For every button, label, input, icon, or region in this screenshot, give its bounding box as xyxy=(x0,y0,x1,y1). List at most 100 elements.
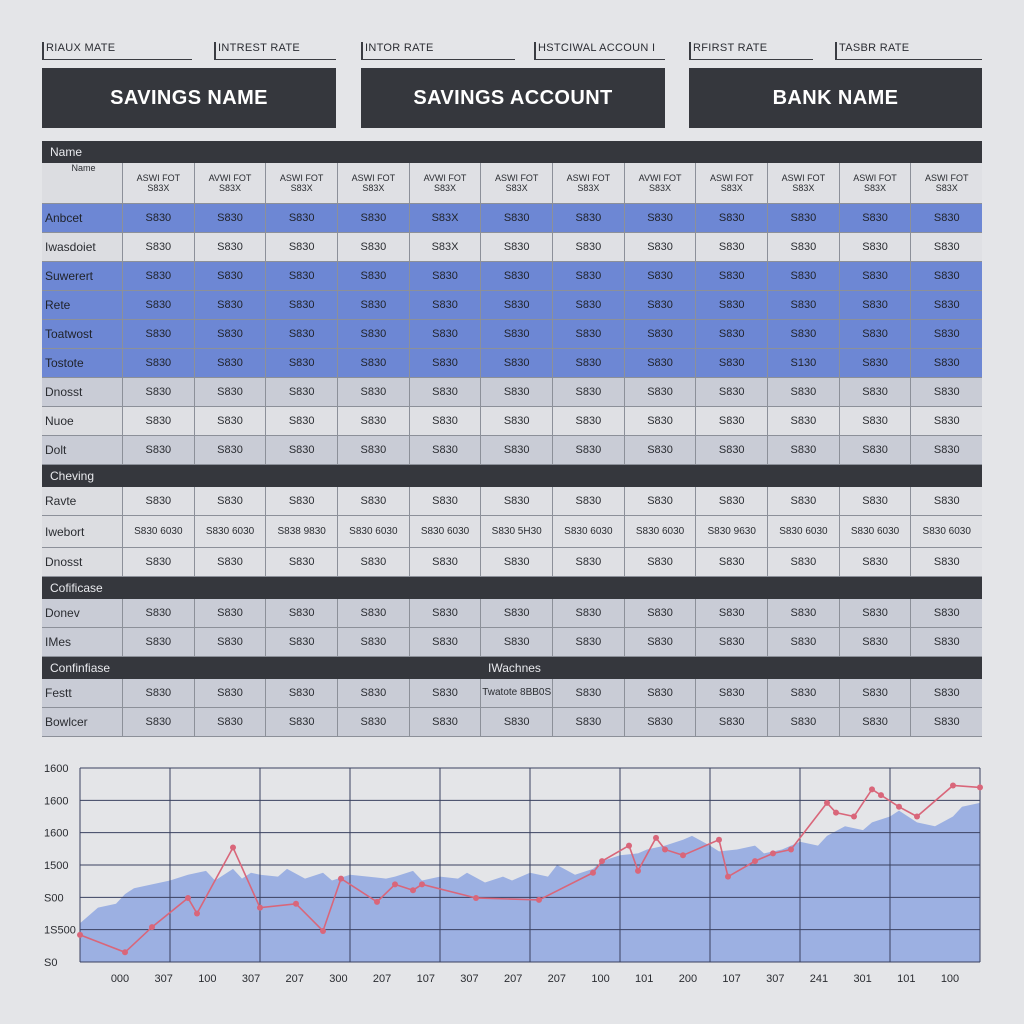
table-cell[interactable]: S830 xyxy=(265,349,338,377)
table-cell[interactable]: S830 xyxy=(122,487,194,515)
table-cell[interactable]: S830 xyxy=(480,708,553,736)
column-header[interactable]: ASWI FOT S83X xyxy=(695,163,768,203)
table-cell[interactable]: S830 xyxy=(552,628,624,656)
table-cell[interactable]: S830 xyxy=(122,628,194,656)
table-cell[interactable]: S830 xyxy=(838,262,911,290)
table-cell[interactable]: S830 5H30 xyxy=(480,516,553,547)
table-cell[interactable]: S830 xyxy=(767,679,839,707)
table-cell[interactable]: S830 xyxy=(552,548,624,576)
table-cell[interactable]: S830 xyxy=(552,349,624,377)
table-cell[interactable]: S830 xyxy=(480,436,553,464)
table-cell[interactable]: S830 xyxy=(767,548,839,576)
column-header[interactable]: ASWI FOT S83X xyxy=(910,163,983,203)
table-cell[interactable]: S830 xyxy=(122,708,194,736)
table-cell[interactable]: S830 xyxy=(408,708,481,736)
table-cell[interactable]: S130 xyxy=(767,349,839,377)
table-cell[interactable]: S830 xyxy=(623,679,696,707)
table-cell[interactable]: S830 xyxy=(193,487,266,515)
table-cell[interactable]: S830 xyxy=(337,436,409,464)
table-cell[interactable]: S830 xyxy=(122,378,194,406)
table-cell[interactable]: S830 xyxy=(408,487,481,515)
table-cell[interactable]: S830 xyxy=(838,679,911,707)
table-cell[interactable]: S830 xyxy=(265,204,338,232)
table-cell[interactable]: S830 xyxy=(695,599,768,627)
table-cell[interactable]: S830 xyxy=(408,599,481,627)
table-cell[interactable]: S830 xyxy=(838,628,911,656)
table-cell[interactable]: S830 xyxy=(337,487,409,515)
table-cell[interactable]: S830 xyxy=(408,349,481,377)
table-cell[interactable]: S830 xyxy=(838,233,911,261)
table-cell[interactable]: S830 xyxy=(910,436,983,464)
table-cell[interactable]: S830 xyxy=(552,436,624,464)
table-cell[interactable]: S830 xyxy=(480,487,553,515)
table-cell[interactable]: S830 xyxy=(265,708,338,736)
table-cell[interactable]: S830 xyxy=(767,320,839,348)
table-cell[interactable]: S830 xyxy=(337,679,409,707)
column-header[interactable]: ASWI FOT S83X xyxy=(838,163,911,203)
table-cell[interactable]: S830 xyxy=(122,204,194,232)
table-cell[interactable]: S830 xyxy=(337,708,409,736)
table-cell[interactable]: S830 xyxy=(910,548,983,576)
table-cell[interactable]: S830 6030 xyxy=(552,516,624,547)
table-cell[interactable]: S830 xyxy=(193,204,266,232)
table-cell[interactable]: S830 xyxy=(122,262,194,290)
table-cell[interactable]: S830 xyxy=(767,436,839,464)
table-cell[interactable]: S830 xyxy=(193,349,266,377)
table-cell[interactable]: S830 xyxy=(767,262,839,290)
table-cell[interactable]: S830 xyxy=(910,407,983,435)
table-cell[interactable]: S830 xyxy=(337,291,409,319)
table-cell[interactable]: S830 xyxy=(122,599,194,627)
table-cell[interactable]: S830 xyxy=(767,204,839,232)
table-cell[interactable]: S830 xyxy=(193,679,266,707)
column-header[interactable]: AVWI FOT S83X xyxy=(408,163,481,203)
table-cell[interactable]: S830 xyxy=(480,320,553,348)
table-cell[interactable]: S830 xyxy=(552,679,624,707)
table-cell[interactable]: S830 xyxy=(623,487,696,515)
table-cell[interactable]: S830 xyxy=(623,599,696,627)
table-cell[interactable]: S830 xyxy=(122,233,194,261)
table-cell[interactable]: S830 xyxy=(408,262,481,290)
table-cell[interactable]: S830 xyxy=(265,436,338,464)
table-cell[interactable]: S830 xyxy=(623,262,696,290)
banner-bank-name[interactable]: BANK NAME xyxy=(689,68,982,128)
banner-savings-name[interactable]: SAVINGS NAME xyxy=(42,68,336,128)
table-cell[interactable]: S830 xyxy=(695,262,768,290)
table-cell[interactable]: S830 xyxy=(695,378,768,406)
table-cell[interactable]: S830 6030 xyxy=(408,516,481,547)
table-cell[interactable]: S830 xyxy=(910,262,983,290)
table-cell[interactable]: S830 xyxy=(265,378,338,406)
table-cell[interactable]: S830 xyxy=(552,708,624,736)
table-cell[interactable]: S830 xyxy=(480,291,553,319)
table-cell[interactable]: S830 6030 xyxy=(337,516,409,547)
table-cell[interactable]: S830 xyxy=(910,708,983,736)
table-cell[interactable]: S830 xyxy=(337,262,409,290)
table-cell[interactable]: S830 xyxy=(623,436,696,464)
table-cell[interactable]: S830 6030 xyxy=(122,516,194,547)
table-cell[interactable]: S830 xyxy=(838,708,911,736)
column-header[interactable]: ASWI FOT S83X xyxy=(552,163,624,203)
table-cell[interactable]: S830 xyxy=(552,204,624,232)
table-cell[interactable]: S830 xyxy=(695,291,768,319)
table-cell[interactable]: S830 xyxy=(408,436,481,464)
table-cell[interactable]: S830 xyxy=(910,320,983,348)
table-cell[interactable]: S830 xyxy=(695,407,768,435)
table-cell[interactable]: S830 xyxy=(767,378,839,406)
table-cell[interactable]: S830 xyxy=(552,291,624,319)
table-cell[interactable]: S830 xyxy=(767,599,839,627)
table-cell[interactable]: S830 xyxy=(337,320,409,348)
table-cell[interactable]: S830 xyxy=(265,487,338,515)
table-cell[interactable]: S830 xyxy=(480,407,553,435)
column-header[interactable]: ASWI FOT S83X xyxy=(767,163,839,203)
table-cell[interactable]: S830 xyxy=(623,320,696,348)
table-cell[interactable]: S838 9830 xyxy=(265,516,338,547)
table-cell[interactable]: S83X xyxy=(408,233,481,261)
table-cell[interactable]: S830 xyxy=(695,708,768,736)
table-cell[interactable]: S830 xyxy=(695,320,768,348)
table-cell[interactable]: S830 xyxy=(193,320,266,348)
table-cell[interactable]: S830 xyxy=(337,548,409,576)
table-cell[interactable]: S830 xyxy=(910,679,983,707)
table-cell[interactable]: S830 xyxy=(695,487,768,515)
table-cell[interactable]: S830 xyxy=(623,378,696,406)
table-cell[interactable]: S830 xyxy=(695,436,768,464)
table-cell[interactable]: S830 xyxy=(838,599,911,627)
